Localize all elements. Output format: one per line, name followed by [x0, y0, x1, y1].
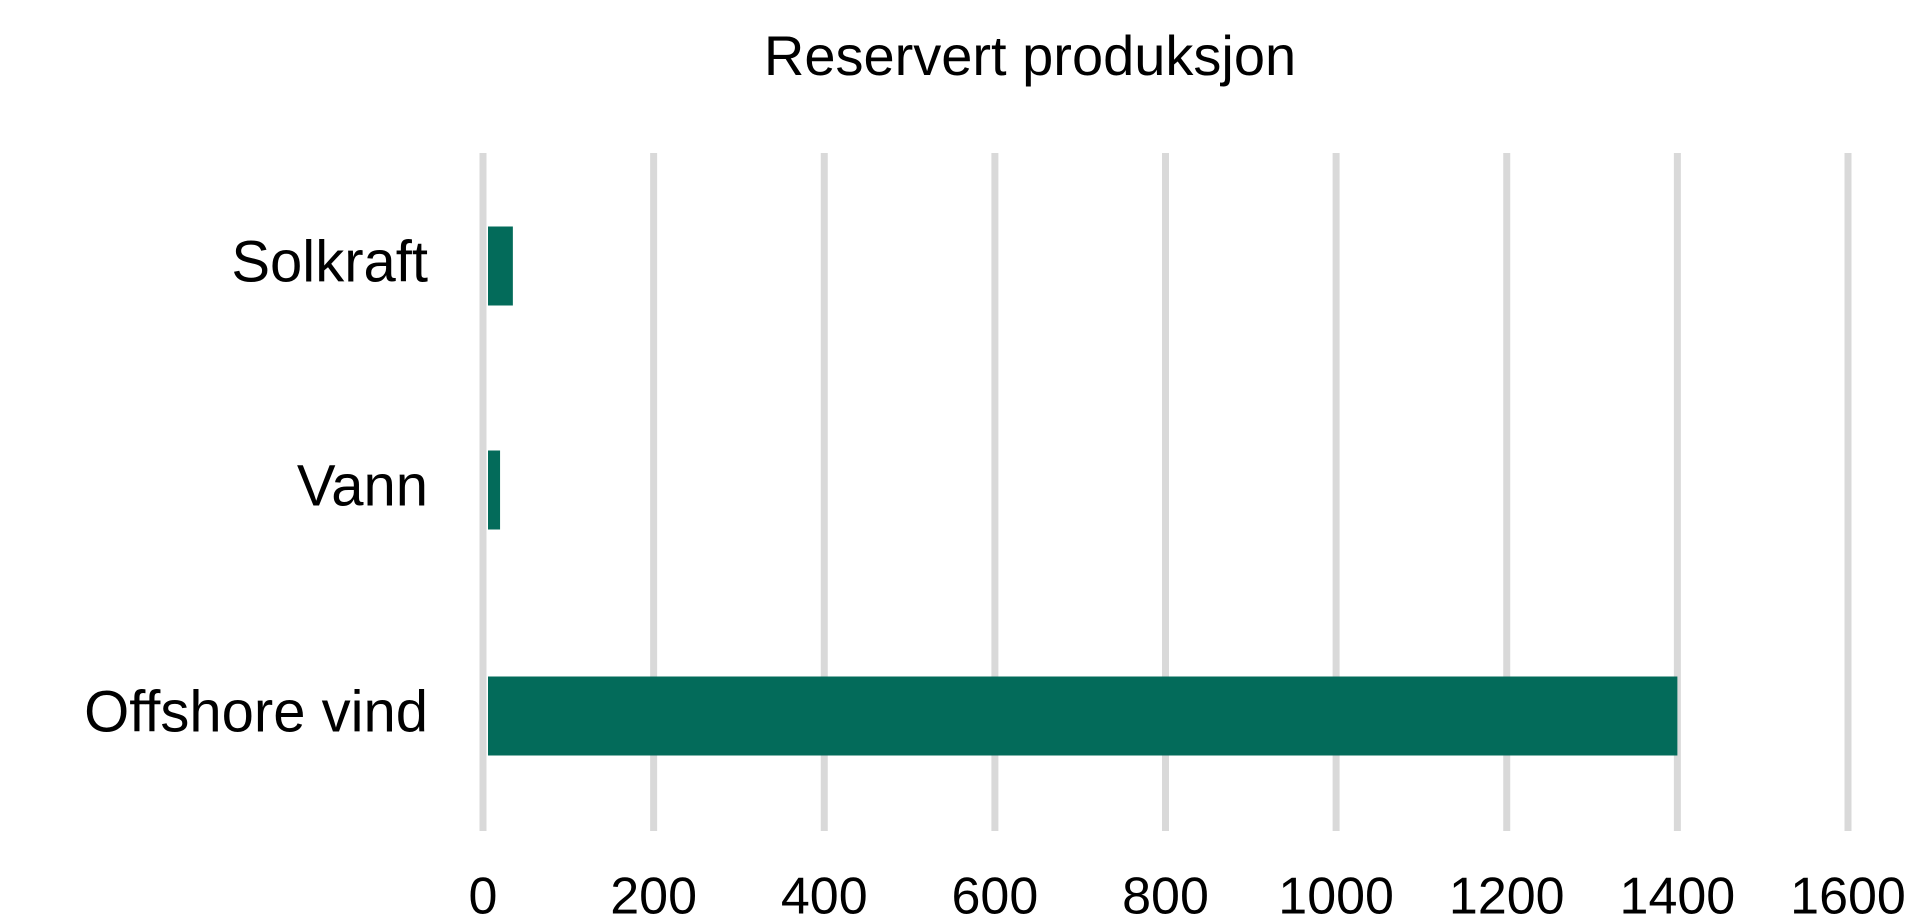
x-tick-label: 200 [610, 868, 697, 923]
x-tick-label: 1600 [1790, 868, 1906, 923]
y-tick-label: Vann [297, 453, 428, 518]
x-tick-label: 1200 [1449, 868, 1565, 923]
y-tick-label: Solkraft [231, 229, 428, 294]
x-tick-label: 600 [951, 868, 1038, 923]
bar [488, 676, 1678, 756]
x-tick-label: 1000 [1278, 868, 1394, 923]
bar [488, 450, 501, 530]
x-tick-label: 800 [1122, 868, 1209, 923]
y-tick-label: Offshore vind [84, 679, 428, 744]
x-tick-label: 0 [469, 868, 498, 923]
bar [488, 226, 513, 306]
x-tick-label: 1400 [1620, 868, 1736, 923]
chart-title: Reservert produksjon [764, 24, 1296, 87]
x-tick-label: 400 [781, 868, 868, 923]
